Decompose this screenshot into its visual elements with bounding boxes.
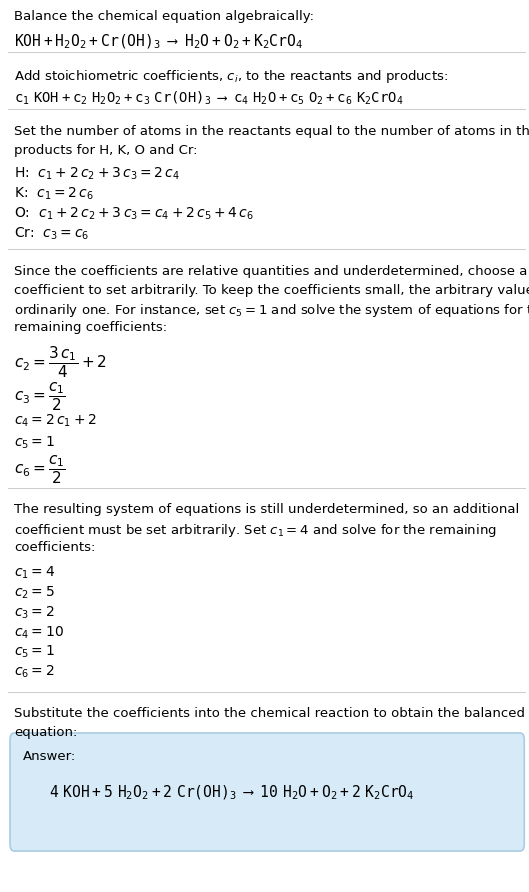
Text: Since the coefficients are relative quantities and underdetermined, choose a: Since the coefficients are relative quan…: [14, 265, 527, 277]
Text: Balance the chemical equation algebraically:: Balance the chemical equation algebraica…: [14, 11, 314, 23]
Text: $c_4 = 2\,c_1 + 2$: $c_4 = 2\,c_1 + 2$: [14, 412, 97, 429]
Text: $c_2 = 5$: $c_2 = 5$: [14, 584, 55, 601]
Text: coefficient must be set arbitrarily. Set $c_1 = 4$ and solve for the remaining: coefficient must be set arbitrarily. Set…: [14, 522, 497, 540]
Text: Cr:  $c_3 = c_6$: Cr: $c_3 = c_6$: [14, 225, 89, 242]
Text: coefficients:: coefficients:: [14, 541, 96, 554]
Text: Substitute the coefficients into the chemical reaction to obtain the balanced: Substitute the coefficients into the che…: [14, 707, 525, 721]
Text: The resulting system of equations is still underdetermined, so an additional: The resulting system of equations is sti…: [14, 503, 519, 516]
Text: $c_6 = 2$: $c_6 = 2$: [14, 664, 55, 681]
Text: $c_3 = 2$: $c_3 = 2$: [14, 605, 55, 621]
Text: Add stoichiometric coefficients, $c_i$, to the reactants and products:: Add stoichiometric coefficients, $c_i$, …: [14, 68, 449, 85]
Text: $c_3 = \dfrac{c_1}{2}$: $c_3 = \dfrac{c_1}{2}$: [14, 381, 66, 413]
FancyBboxPatch shape: [10, 733, 524, 851]
Text: Set the number of atoms in the reactants equal to the number of atoms in the: Set the number of atoms in the reactants…: [14, 125, 529, 138]
Text: K:  $c_1 = 2\,c_6$: K: $c_1 = 2\,c_6$: [14, 186, 94, 202]
Text: $c_6 = \dfrac{c_1}{2}$: $c_6 = \dfrac{c_1}{2}$: [14, 454, 66, 486]
Text: $c_4 = 10$: $c_4 = 10$: [14, 624, 64, 640]
Text: $\mathtt{4\ KOH + 5\ H_2O_2 + 2\ Cr(OH)_3 \ \longrightarrow \ 10\ H_2O + O_2 + 2: $\mathtt{4\ KOH + 5\ H_2O_2 + 2\ Cr(OH)_…: [49, 783, 415, 802]
Text: O:  $c_1 + 2\,c_2 + 3\,c_3 = c_4 + 2\,c_5 + 4\,c_6$: O: $c_1 + 2\,c_2 + 3\,c_3 = c_4 + 2\,c_5…: [14, 205, 254, 222]
Text: $c_1 = 4$: $c_1 = 4$: [14, 565, 56, 582]
Text: $c_5 = 1$: $c_5 = 1$: [14, 644, 55, 660]
Text: remaining coefficients:: remaining coefficients:: [14, 321, 167, 334]
Text: $c_2 = \dfrac{3\,c_1}{4} + 2$: $c_2 = \dfrac{3\,c_1}{4} + 2$: [14, 345, 107, 381]
Text: equation:: equation:: [14, 726, 78, 739]
Text: $c_5 = 1$: $c_5 = 1$: [14, 434, 55, 450]
Text: products for H, K, O and Cr:: products for H, K, O and Cr:: [14, 144, 198, 157]
Text: ordinarily one. For instance, set $c_5 = 1$ and solve the system of equations fo: ordinarily one. For instance, set $c_5 =…: [14, 302, 529, 319]
Text: H:  $c_1 + 2\,c_2 + 3\,c_3 = 2\,c_4$: H: $c_1 + 2\,c_2 + 3\,c_3 = 2\,c_4$: [14, 166, 180, 182]
Text: coefficient to set arbitrarily. To keep the coefficients small, the arbitrary va: coefficient to set arbitrarily. To keep …: [14, 284, 529, 297]
Text: $\mathtt{KOH + H_2O_2 + Cr(OH)_3 \ \longrightarrow \ H_2O + O_2 + K_2CrO_4}$: $\mathtt{KOH + H_2O_2 + Cr(OH)_3 \ \long…: [14, 32, 303, 51]
Text: Answer:: Answer:: [22, 750, 76, 763]
Text: $\mathtt{c_1\ KOH + c_2\ H_2O_2 + c_3\ Cr(OH)_3 \ \longrightarrow \ c_4\ H_2O + : $\mathtt{c_1\ KOH + c_2\ H_2O_2 + c_3\ C…: [14, 89, 404, 107]
